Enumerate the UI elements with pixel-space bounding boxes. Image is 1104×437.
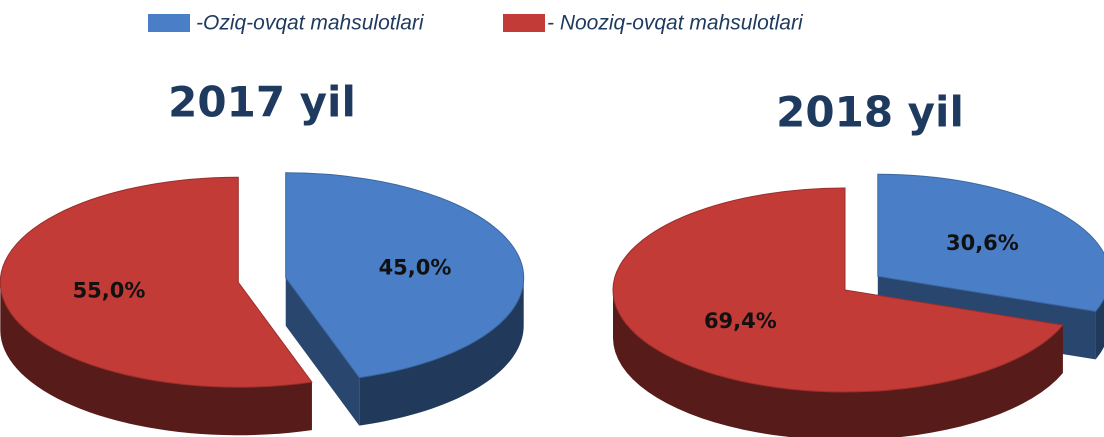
slice-cut-face [285,277,360,426]
data-label: 30,6% [946,231,1019,255]
legend-label: - Nooziq-ovqat mahsulotlari [547,12,804,35]
chart-title: 2017 yil [168,78,356,127]
legend-swatch [503,14,545,32]
data-label: 45,0% [379,256,452,280]
slice-side [1095,298,1104,360]
pie [0,172,525,436]
slice-side [359,277,524,426]
data-label: 69,4% [704,309,777,333]
slice [285,172,525,379]
slice [612,187,1064,393]
slice-side [613,290,1063,437]
chart-title: 2018 yil [776,88,964,137]
legend-label: -Oziq-ovqat mahsulotlari [196,12,425,35]
data-label: 55,0% [73,278,146,302]
slice-side [0,282,312,436]
slice [0,176,313,388]
pie [612,173,1104,437]
legend-swatch [148,14,190,32]
slice [877,173,1104,312]
